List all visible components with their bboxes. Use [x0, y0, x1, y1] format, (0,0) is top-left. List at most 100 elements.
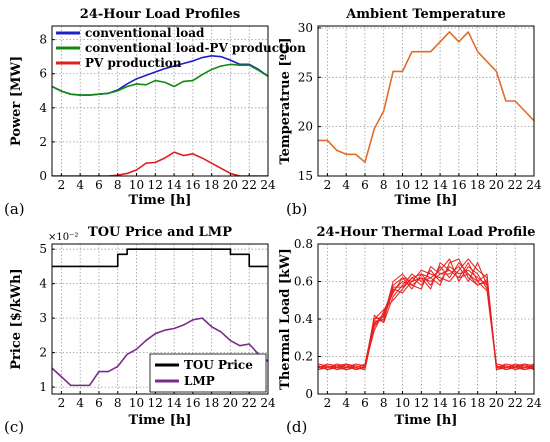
data-point — [515, 367, 516, 368]
data-point — [411, 277, 412, 278]
data-point — [355, 369, 356, 370]
data-point — [477, 285, 478, 286]
data-point — [468, 277, 469, 278]
data-point — [524, 363, 525, 364]
x-tick-label: 24 — [260, 396, 276, 410]
data-point — [327, 369, 328, 370]
x-tick-label: 22 — [508, 396, 523, 410]
legend-label: LMP — [184, 374, 215, 388]
data-point — [220, 65, 221, 66]
data-point — [430, 270, 431, 271]
data-point — [202, 74, 203, 75]
data-point — [192, 80, 193, 81]
y-tick-label: 2 — [39, 346, 47, 360]
panel-d: 2 4 6 8 10 12 14 16 18 20 22 2400.20.40.60.824-Hour… — [278, 225, 542, 436]
data-point — [505, 365, 506, 366]
x-tick-label: 4 — [76, 396, 84, 410]
data-point — [374, 320, 375, 321]
data-point — [468, 266, 469, 267]
x-tick-label: 12 — [414, 396, 429, 410]
x-tick-label: 10 — [395, 396, 410, 410]
data-point — [364, 162, 365, 163]
data-point — [402, 287, 403, 288]
data-point — [505, 100, 506, 101]
data-point — [486, 61, 487, 62]
data-point — [449, 258, 450, 259]
chart-title: 24-Hour Load Profiles — [80, 7, 240, 22]
x-tick-label: 20 — [489, 178, 504, 192]
data-point — [458, 262, 459, 263]
data-point — [505, 367, 506, 368]
x-tick-label: 6 — [361, 178, 369, 192]
x-tick-label: 12 — [148, 396, 163, 410]
data-point — [468, 270, 469, 271]
data-point — [164, 82, 165, 83]
data-point — [383, 313, 384, 314]
legend-label: PV production — [85, 56, 182, 70]
x-tick-label: 4 — [342, 396, 350, 410]
data-point — [336, 363, 337, 364]
data-point — [524, 365, 525, 366]
data-point — [346, 363, 347, 364]
y-multiplier-label: ×10⁻² — [48, 232, 78, 243]
data-point — [127, 354, 128, 355]
data-point — [70, 385, 71, 386]
data-point — [249, 254, 250, 255]
data-point — [496, 365, 497, 366]
data-point — [192, 319, 193, 320]
y-tick-label: 25 — [298, 70, 313, 84]
data-point — [164, 330, 165, 331]
x-tick-label: 20 — [223, 396, 238, 410]
x-tick-label: 14 — [166, 178, 182, 192]
chart-title: TOU Price and LMP — [88, 225, 232, 240]
data-point — [355, 367, 356, 368]
data-point — [421, 273, 422, 274]
data-point — [61, 376, 62, 377]
data-point — [449, 31, 450, 32]
data-point — [108, 371, 109, 372]
data-point — [155, 333, 156, 334]
y-tick-label: 0 — [305, 387, 313, 401]
x-tick-label: 16 — [185, 396, 200, 410]
data-point — [393, 292, 394, 293]
data-point — [402, 281, 403, 282]
data-point — [421, 270, 422, 271]
data-point — [393, 281, 394, 282]
series-group — [318, 31, 534, 163]
y-tick-label: 4 — [39, 277, 47, 291]
data-point — [173, 86, 174, 87]
y-tick-label: 0.4 — [294, 312, 313, 326]
x-tick-label: 10 — [395, 178, 410, 192]
data-point — [98, 94, 99, 95]
x-tick-label: 6 — [361, 396, 369, 410]
data-point — [211, 326, 212, 327]
data-point — [458, 273, 459, 274]
series-line-pv-production — [52, 151, 268, 176]
x-tick-label: 24 — [260, 178, 276, 192]
legend-label: conventional load — [85, 26, 205, 40]
data-point — [524, 367, 525, 368]
data-point — [515, 100, 516, 101]
data-point — [477, 262, 478, 263]
data-point — [230, 64, 231, 65]
data-point — [327, 140, 328, 141]
data-point — [136, 83, 137, 84]
data-point — [449, 262, 450, 263]
y-tick-label: 20 — [298, 120, 313, 134]
x-tick-label: 8 — [114, 178, 122, 192]
data-point — [439, 41, 440, 42]
data-point — [249, 266, 250, 267]
data-point — [402, 288, 403, 289]
x-tick-label: 2 — [324, 178, 332, 192]
legend-label: conventional load-PV production — [85, 41, 306, 55]
data-point — [355, 154, 356, 155]
data-point — [449, 273, 450, 274]
x-tick-label: 18 — [470, 178, 485, 192]
data-point — [430, 277, 431, 278]
data-point — [515, 365, 516, 366]
data-point — [136, 169, 137, 170]
data-point — [249, 343, 250, 344]
data-point — [477, 281, 478, 282]
data-point — [108, 93, 109, 94]
